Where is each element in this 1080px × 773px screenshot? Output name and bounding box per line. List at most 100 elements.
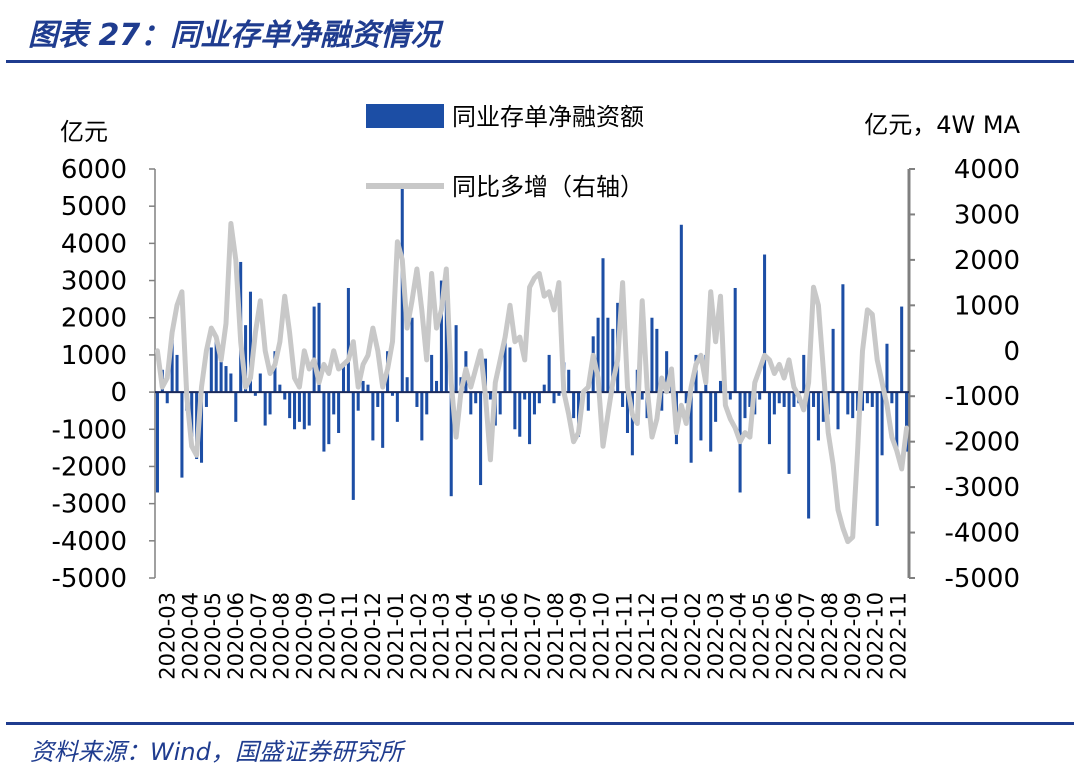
bar (307, 392, 311, 426)
bar (875, 392, 879, 526)
bar (547, 354, 551, 393)
bar (880, 392, 884, 456)
bar (376, 392, 380, 407)
bar (851, 392, 855, 419)
bar (816, 392, 820, 441)
bar (351, 392, 355, 500)
bar (733, 287, 737, 393)
bar (444, 295, 448, 393)
x-tick-label: 2020-09 (293, 592, 317, 680)
bar (684, 392, 688, 404)
bar (895, 392, 899, 448)
bar (263, 392, 267, 426)
right-tick-label: 4000 (954, 155, 1020, 185)
bar (567, 369, 571, 393)
left-tick-label: -1000 (51, 415, 127, 445)
bar (341, 366, 346, 393)
bar (297, 392, 301, 422)
bar (523, 392, 527, 400)
bar (405, 377, 409, 393)
x-tick-label: 2021-01 (384, 592, 408, 680)
bar (253, 392, 257, 396)
left-tick-label: -5000 (51, 564, 127, 594)
bar (821, 392, 825, 422)
bar (229, 373, 233, 393)
bar (317, 302, 321, 393)
right-tick-label: 1000 (954, 291, 1020, 321)
x-tick-label: 2022-11 (887, 592, 911, 680)
series-line (154, 221, 910, 545)
right-axis-unit: 亿元，4W MA (864, 111, 1020, 139)
bar (513, 392, 517, 430)
bar (542, 384, 546, 393)
bar (777, 392, 781, 404)
right-tick-label: 3000 (954, 200, 1020, 230)
bar (175, 354, 179, 393)
x-tick-label: 2021-05 (475, 592, 499, 680)
bar (234, 392, 238, 422)
bar (528, 392, 532, 445)
bar (606, 317, 610, 393)
x-tick-label: 2021-06 (498, 592, 522, 680)
bar (449, 392, 453, 497)
bar (498, 392, 502, 415)
bar (420, 392, 424, 441)
bar (865, 392, 869, 404)
bar (518, 392, 522, 437)
bar (312, 306, 316, 393)
bar (699, 392, 703, 441)
x-tick-label: 2021-10 (590, 592, 614, 680)
bar (214, 336, 218, 393)
bar (728, 392, 732, 400)
bar (180, 392, 184, 478)
bar (479, 392, 483, 486)
header-divider (6, 60, 1074, 63)
x-tick-label: 2021-04 (453, 592, 477, 680)
x-tick-label: 2020-06 (224, 592, 248, 680)
legend-bar-label: 同业存单净融资额 (452, 103, 644, 131)
bar (621, 392, 625, 407)
x-tick-label: 2020-08 (270, 592, 294, 680)
right-tick-label: -3000 (944, 473, 1020, 503)
bar (763, 254, 767, 393)
source-note: 资料来源：Wind，国盛证券研究所 (30, 738, 403, 766)
bar (508, 347, 512, 393)
x-tick-label: 2022-04 (727, 592, 751, 680)
left-axis-unit: 亿元 (60, 118, 108, 146)
left-tick-label: 5000 (61, 192, 127, 222)
bar (469, 392, 473, 415)
bar (155, 392, 159, 493)
bar (224, 366, 228, 393)
bar (293, 392, 297, 430)
bar (415, 392, 419, 407)
x-tick-label: 2020-04 (178, 592, 202, 680)
left-tick-label: -2000 (51, 452, 127, 482)
right-tick-label: 2000 (954, 246, 1020, 276)
x-tick-label: 2022-09 (841, 592, 865, 680)
bar (435, 380, 439, 393)
bar (200, 392, 204, 463)
bar (165, 392, 169, 404)
bar (430, 354, 434, 393)
bar (219, 358, 223, 393)
right-tick-label: -2000 (944, 428, 1020, 458)
bar (802, 354, 806, 393)
x-tick-label: 2021-12 (635, 592, 659, 680)
bar (630, 392, 634, 456)
bar (258, 373, 262, 393)
x-tick-label: 2020-10 (315, 592, 339, 680)
x-tick-label: 2021-09 (567, 592, 591, 680)
bar (831, 328, 835, 393)
bar (841, 284, 845, 393)
x-tick-label: 2022-05 (750, 592, 774, 680)
left-tick-label: 3000 (61, 267, 127, 297)
x-tick-label: 2022-08 (818, 592, 842, 680)
bar (900, 306, 904, 393)
bar (439, 280, 443, 393)
x-tick-label: 2022-01 (658, 592, 682, 680)
bar (743, 392, 747, 419)
bar (410, 317, 414, 393)
bar (322, 392, 326, 452)
bar (278, 384, 282, 393)
x-tick-label: 2020-07 (247, 592, 271, 680)
